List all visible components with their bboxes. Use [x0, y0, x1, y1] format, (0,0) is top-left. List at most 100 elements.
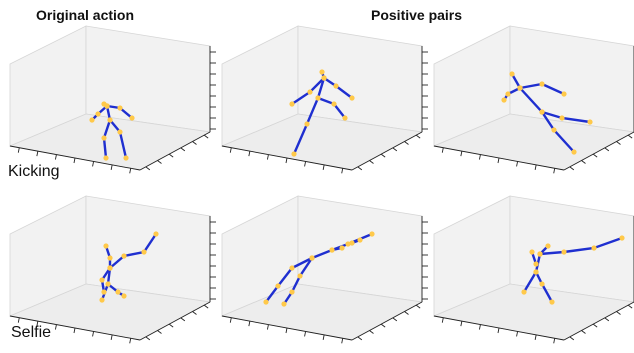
y-axis-tick [593, 154, 597, 157]
x-axis-tick [517, 331, 518, 336]
skeleton-joint [349, 240, 354, 245]
x-axis-tick [130, 338, 131, 343]
x-axis-tick [554, 168, 555, 173]
y-axis-tick [193, 312, 197, 315]
skeleton-joint [539, 81, 544, 86]
skeleton-panel-kicking-positive-2 [424, 18, 634, 183]
skeleton-joint [99, 277, 104, 282]
y-axis-tick [570, 337, 574, 340]
skeleton-panel-kicking-original [0, 18, 210, 183]
x-axis-tick [111, 335, 112, 340]
y-axis-tick [158, 331, 162, 334]
x-axis-tick [498, 158, 499, 163]
skeleton-joint [129, 115, 134, 120]
skeleton-joint [101, 289, 106, 294]
skeleton-joint [117, 129, 122, 134]
back-wall [86, 26, 210, 132]
back-wall [86, 196, 210, 302]
x-axis-tick [267, 325, 268, 330]
x-axis-tick [55, 325, 56, 330]
skeleton-joint [117, 105, 122, 110]
y-axis-tick [169, 324, 173, 327]
skeleton-joint [291, 151, 296, 156]
y-axis-tick [204, 135, 208, 138]
skeleton-joint [505, 91, 510, 96]
x-axis-tick [554, 338, 555, 343]
skeleton-joint [329, 247, 334, 252]
skeleton-joint [289, 289, 294, 294]
x-axis-tick [286, 158, 287, 163]
skeleton-panel-kicking-positive-1 [212, 18, 422, 183]
y-axis-tick [381, 324, 385, 327]
y-axis-tick [617, 312, 621, 315]
y-axis-tick [416, 305, 420, 308]
x-axis-tick [55, 155, 56, 160]
x-axis-tick [442, 148, 443, 153]
y-axis-tick [605, 318, 609, 321]
skeleton-joint [107, 265, 112, 270]
x-axis-tick [461, 151, 462, 156]
skeleton-joint [315, 95, 320, 100]
skeleton-joint [561, 249, 566, 254]
x-axis-tick [249, 321, 250, 326]
skeleton-joint [539, 109, 544, 114]
skeleton-joint [101, 135, 106, 140]
skeleton-joint [103, 243, 108, 248]
x-axis-tick [93, 331, 94, 336]
y-axis-tick [146, 167, 150, 170]
x-axis-tick [517, 161, 518, 166]
skeleton-joint [521, 289, 526, 294]
x-axis-tick [305, 161, 306, 166]
skeleton-joint [339, 245, 344, 250]
skeleton-joint [297, 273, 302, 278]
row-label-kicking: Kicking [8, 163, 60, 181]
skeleton-joint [123, 155, 128, 160]
skeleton-joint [309, 255, 314, 260]
y-axis-tick [593, 324, 597, 327]
y-axis-tick [381, 154, 385, 157]
skeleton-joint [107, 255, 112, 260]
y-axis-tick [617, 142, 621, 145]
x-axis-tick [286, 328, 287, 333]
skeleton-joint [501, 97, 506, 102]
skeleton-joint [559, 115, 564, 120]
skeleton-joint [281, 301, 286, 306]
x-axis-tick [267, 155, 268, 160]
x-axis-tick [479, 325, 480, 330]
skeleton-joint [103, 155, 108, 160]
skeleton-joint [533, 269, 538, 274]
skeleton-joint [587, 119, 592, 124]
skeleton-joint [275, 283, 280, 288]
skeleton-joint [304, 121, 309, 126]
x-axis-tick [535, 165, 536, 170]
x-axis-tick [74, 158, 75, 163]
skeleton-joint [104, 103, 109, 108]
x-axis-tick [442, 318, 443, 323]
skeleton-joint [141, 249, 146, 254]
skeleton-joint [321, 75, 326, 80]
skeleton-joint [95, 111, 100, 116]
x-axis-tick [498, 328, 499, 333]
y-axis-tick [358, 167, 362, 170]
skeleton-joint [289, 101, 294, 106]
x-axis-tick [230, 148, 231, 153]
y-axis-tick [181, 318, 185, 321]
x-axis-tick [249, 151, 250, 156]
skeleton-joint [263, 299, 268, 304]
x-axis-tick [479, 155, 480, 160]
x-axis-tick [461, 321, 462, 326]
skeleton-joint [121, 293, 126, 298]
skeleton-joint [369, 231, 374, 236]
skeleton-joint [537, 251, 542, 256]
skeleton-joint [121, 253, 126, 258]
x-axis-tick [130, 168, 131, 173]
skeleton-panel-selfie-positive-1 [212, 188, 422, 353]
skeleton-joint [99, 297, 104, 302]
skeleton-joint [153, 231, 158, 236]
y-axis-tick [628, 305, 632, 308]
skeleton-joint [533, 261, 538, 266]
y-axis-tick [628, 135, 632, 138]
y-axis-tick [582, 161, 586, 164]
skeleton-joint [331, 101, 336, 106]
y-axis-tick [358, 337, 362, 340]
